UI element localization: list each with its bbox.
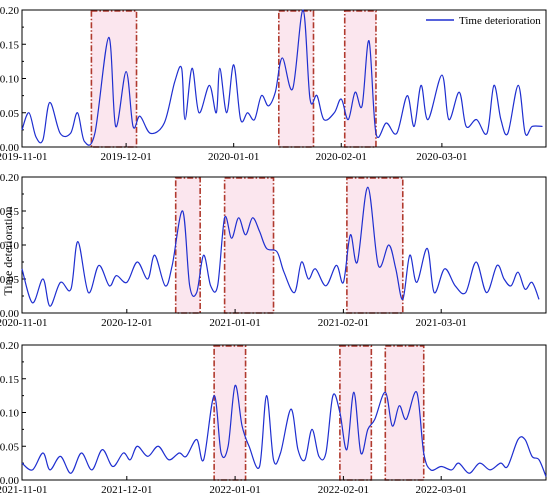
y-tick-label: 0.00 (0, 142, 20, 154)
x-tick-label: 2022-01-01 (209, 484, 260, 496)
x-tick-label: 2022-03-01 (416, 484, 467, 496)
y-tick-label: 0.20 (0, 5, 20, 17)
plot-frame (21, 344, 547, 481)
chart-panel-1: 0.00 0.05 0.10 0.15 0.20 2019-11-01 2019-12-01… (0, 5, 547, 163)
highlight-region-1-2 (277, 10, 315, 148)
x-tick-label: 2022-02-01 (318, 484, 369, 496)
chart-panel-2: 0.00 0.05 0.10 0.15 0.20 2020-11-01 2020-12-01… (0, 172, 547, 329)
chart-panel-3: 0.00 0.05 0.10 0.15 0.20 2021-11-01 2021-12-01… (0, 340, 547, 496)
y-tick-label: 0.15 (0, 374, 20, 386)
highlight-region-1-3 (343, 10, 377, 148)
x-tick-label: 2020-11-01 (0, 317, 47, 329)
x-tick-label: 2020-12-01 (101, 317, 152, 329)
highlight-region-3-2 (339, 345, 373, 481)
x-tick-label: 2020-02-01 (316, 151, 367, 163)
time-deterioration-line-1 (21, 9, 543, 146)
highlight-region-1-1 (90, 10, 138, 148)
y-tick-label: 0.20 (0, 172, 20, 184)
y-tick-label: 0.05 (0, 108, 20, 120)
x-tick-label: 2020-03-01 (416, 151, 467, 163)
x-tick-label: 2021-12-01 (101, 484, 152, 496)
legend: Time deterioration (422, 11, 544, 31)
y-axis-title: Time deterioration (1, 206, 15, 295)
y-tick-label: 0.10 (0, 74, 20, 86)
plot-frame (21, 176, 547, 314)
x-tick-label: 2021-02-01 (318, 317, 369, 329)
x-tick-label: 2020-01-01 (208, 151, 259, 163)
legend-label: Time deterioration (459, 15, 541, 27)
y-tick-label: 0.15 (0, 39, 20, 51)
y-tick-label: 0.00 (0, 308, 20, 320)
y-tick-label: 0.10 (0, 240, 20, 252)
highlight-region-2-2 (223, 177, 275, 314)
x-tick-label: 2021-03-01 (416, 317, 467, 329)
x-tick-label: 2021-11-01 (0, 484, 47, 496)
y-tick-label: 0.10 (0, 408, 20, 420)
y-tick-label: 0.05 (0, 441, 20, 453)
time-deterioration-line-3 (21, 384, 547, 477)
x-tick-label: 2019-11-01 (0, 151, 47, 163)
time-deterioration-line-2 (21, 186, 540, 307)
highlight-region-3-3 (384, 345, 425, 481)
y-tick-label: 0.15 (0, 206, 20, 218)
y-tick-label: 0.20 (0, 340, 20, 352)
highlight-region-2-1 (174, 177, 201, 314)
y-tick-label: 0.00 (0, 475, 20, 487)
x-tick-label: 2021-01-01 (209, 317, 260, 329)
legend-box (422, 11, 544, 31)
y-tick-label: 0.05 (0, 274, 20, 286)
x-tick-label: 2019-12-01 (100, 151, 151, 163)
highlight-region-3-1 (213, 345, 247, 481)
